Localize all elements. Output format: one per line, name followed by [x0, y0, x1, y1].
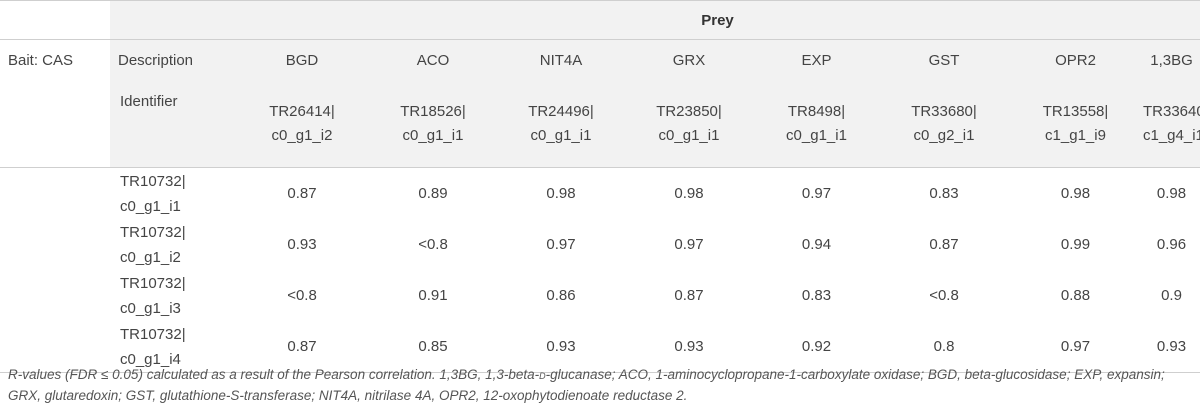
- description-label: Description: [110, 39, 235, 81]
- table-cell: 0.99: [1060, 236, 1091, 253]
- correlation-table: Prey Bait: CAS Description BGD ACO NIT4A…: [0, 0, 1200, 373]
- prey-description: EXP: [753, 39, 880, 81]
- identifier-row: Identifier TR26414| c0_g1_i2 TR18526| c0_g…: [0, 81, 1200, 168]
- table-cell: 0.97: [1008, 321, 1143, 373]
- prey-identifier: TR33680| c0_g2_i1: [911, 103, 977, 144]
- bait-identifier: TR10732| c0_g1_i2: [120, 223, 186, 266]
- prey-description: NIT4A: [497, 39, 625, 81]
- table-cell: 0.9: [1161, 287, 1182, 304]
- table-row: TR10732| c0_g1_i3 <0.8 0.91 0.86 0.87 0.8…: [0, 270, 1200, 321]
- table-cell: 0.86: [546, 287, 576, 304]
- prey-identifier: TR33640|c1_g4_i1: [1143, 103, 1200, 144]
- prey-identifier: TR18526| c0_g1_i1: [400, 103, 466, 144]
- prey-description: BGD: [235, 39, 369, 81]
- prey-description: ACO: [369, 39, 497, 81]
- prey-header: Prey: [235, 0, 1200, 40]
- table-row: TR10732| c0_g1_i4 0.87 0.85 0.93 0.93 0.9…: [0, 321, 1200, 373]
- identifier-label: Identifier: [110, 81, 235, 168]
- prey-identifier: TR8498| c0_g1_i1: [786, 103, 847, 144]
- table-cell: <0.8: [287, 287, 317, 304]
- table-cell: <0.8: [418, 236, 448, 253]
- table-cell: 0.8: [880, 321, 1008, 373]
- prey-identifier: TR13558| c1_g1_i9: [1042, 103, 1109, 144]
- table-cell: 0.85: [369, 321, 497, 373]
- table-footnote: R-values (FDR ≤ 0.05) calculated as a re…: [8, 367, 1165, 403]
- description-row: Bait: CAS Description BGD ACO NIT4A GRX …: [0, 39, 1200, 81]
- table-cell: 0.97: [674, 236, 704, 253]
- table-cell: 0.94: [801, 236, 832, 253]
- table-cell: 0.96: [1156, 236, 1187, 253]
- table-cell: 0.87: [235, 321, 369, 373]
- table-cell: 0.93: [625, 321, 753, 373]
- prey-description: OPR2: [1008, 39, 1143, 81]
- prey-header-row: Prey: [0, 0, 1200, 40]
- bait-identifier: TR10732| c0_g1_i4: [120, 325, 186, 368]
- table-cell: 0.91: [418, 287, 448, 304]
- table-cell: 0.97: [801, 185, 832, 202]
- table-cell: 0.92: [753, 321, 880, 373]
- table-cell: 0.87: [287, 185, 317, 202]
- table-row: TR10732| c0_g1_i2 0.93 <0.8 0.97 0.97 0.9…: [0, 219, 1200, 270]
- prey-identifier: TR26414| c0_g1_i2: [269, 103, 335, 144]
- prey-identifier: TR23850| c0_g1_i1: [656, 103, 722, 144]
- table-cell: 0.83: [929, 185, 959, 202]
- prey-description: 1,3BG: [1143, 39, 1200, 81]
- table-cell: 0.97: [546, 236, 576, 253]
- table-cell: 0.98: [1060, 185, 1091, 202]
- table-cell: 0.98: [546, 185, 576, 202]
- table-cell: 0.98: [674, 185, 704, 202]
- table-cell: 0.93: [1143, 321, 1200, 373]
- prey-identifier: TR24496| c0_g1_i1: [528, 103, 594, 144]
- table-cell: 0.93: [497, 321, 625, 373]
- table-row: TR10732| c0_g1_i1 0.87 0.89 0.98 0.98 0.9…: [0, 168, 1200, 220]
- bait-identifier: TR10732| c0_g1_i3: [120, 274, 186, 317]
- table-cell: 0.88: [1060, 287, 1091, 304]
- bait-identifier: TR10732| c0_g1_i1: [120, 172, 186, 215]
- table-cell: 0.87: [674, 287, 704, 304]
- bait-label: Bait: CAS: [0, 39, 110, 81]
- table-cell: 0.93: [287, 236, 317, 253]
- table-cell: <0.8: [929, 287, 959, 304]
- table-cell: 0.83: [801, 287, 832, 304]
- table-cell: 0.98: [1156, 185, 1187, 202]
- table-cell: 0.89: [418, 185, 448, 202]
- prey-description: GST: [880, 39, 1008, 81]
- prey-description: GRX: [625, 39, 753, 81]
- table-cell: 0.87: [929, 236, 959, 253]
